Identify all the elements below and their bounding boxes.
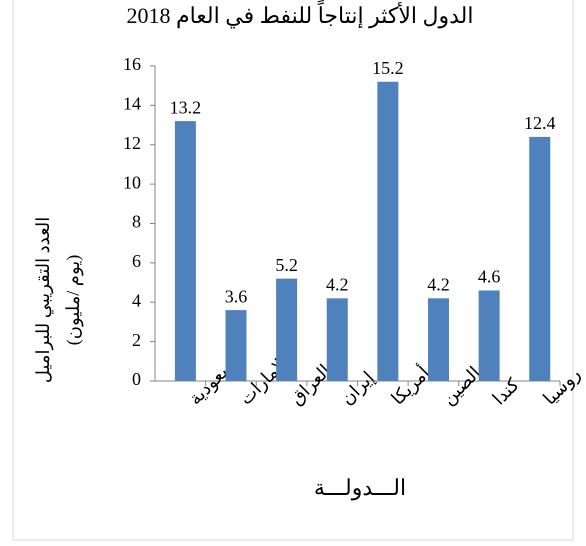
y-tick-label: 10 <box>123 172 141 192</box>
bar <box>174 121 196 381</box>
bar <box>276 278 298 381</box>
y-axis-label: (يوم /مليون) <box>63 255 84 346</box>
value-label: 13.2 <box>170 97 202 117</box>
bar <box>225 310 247 381</box>
value-label: 4.2 <box>326 274 349 294</box>
y-tick-label: 6 <box>132 251 141 271</box>
y-tick-label: 0 <box>132 369 141 389</box>
y-tick-label: 4 <box>132 290 141 310</box>
value-label: 4.6 <box>478 267 501 287</box>
value-label: 12.4 <box>524 113 556 133</box>
x-axis-label: الـــدولـــة <box>314 475 406 501</box>
value-label: 3.6 <box>225 286 248 306</box>
y-tick-label: 12 <box>123 133 141 153</box>
bar <box>529 136 551 381</box>
chart-frame <box>12 0 574 541</box>
y-axis-label: العدد التقريبي للبراميل <box>33 217 54 384</box>
bar <box>478 290 500 381</box>
y-tick-label: 16 <box>123 54 141 74</box>
value-label: 15.2 <box>372 58 404 78</box>
bar <box>377 81 399 381</box>
y-tick-label: 8 <box>132 212 141 232</box>
bar <box>326 298 348 381</box>
value-label: 5.2 <box>275 255 298 275</box>
value-label: 4.2 <box>427 274 450 294</box>
chart-title: الدول الأكثر إنتاجاً للنفط في العام 2018 <box>126 0 473 29</box>
y-tick-label: 14 <box>123 94 141 114</box>
bar <box>428 298 449 381</box>
y-tick-label: 2 <box>132 330 141 350</box>
